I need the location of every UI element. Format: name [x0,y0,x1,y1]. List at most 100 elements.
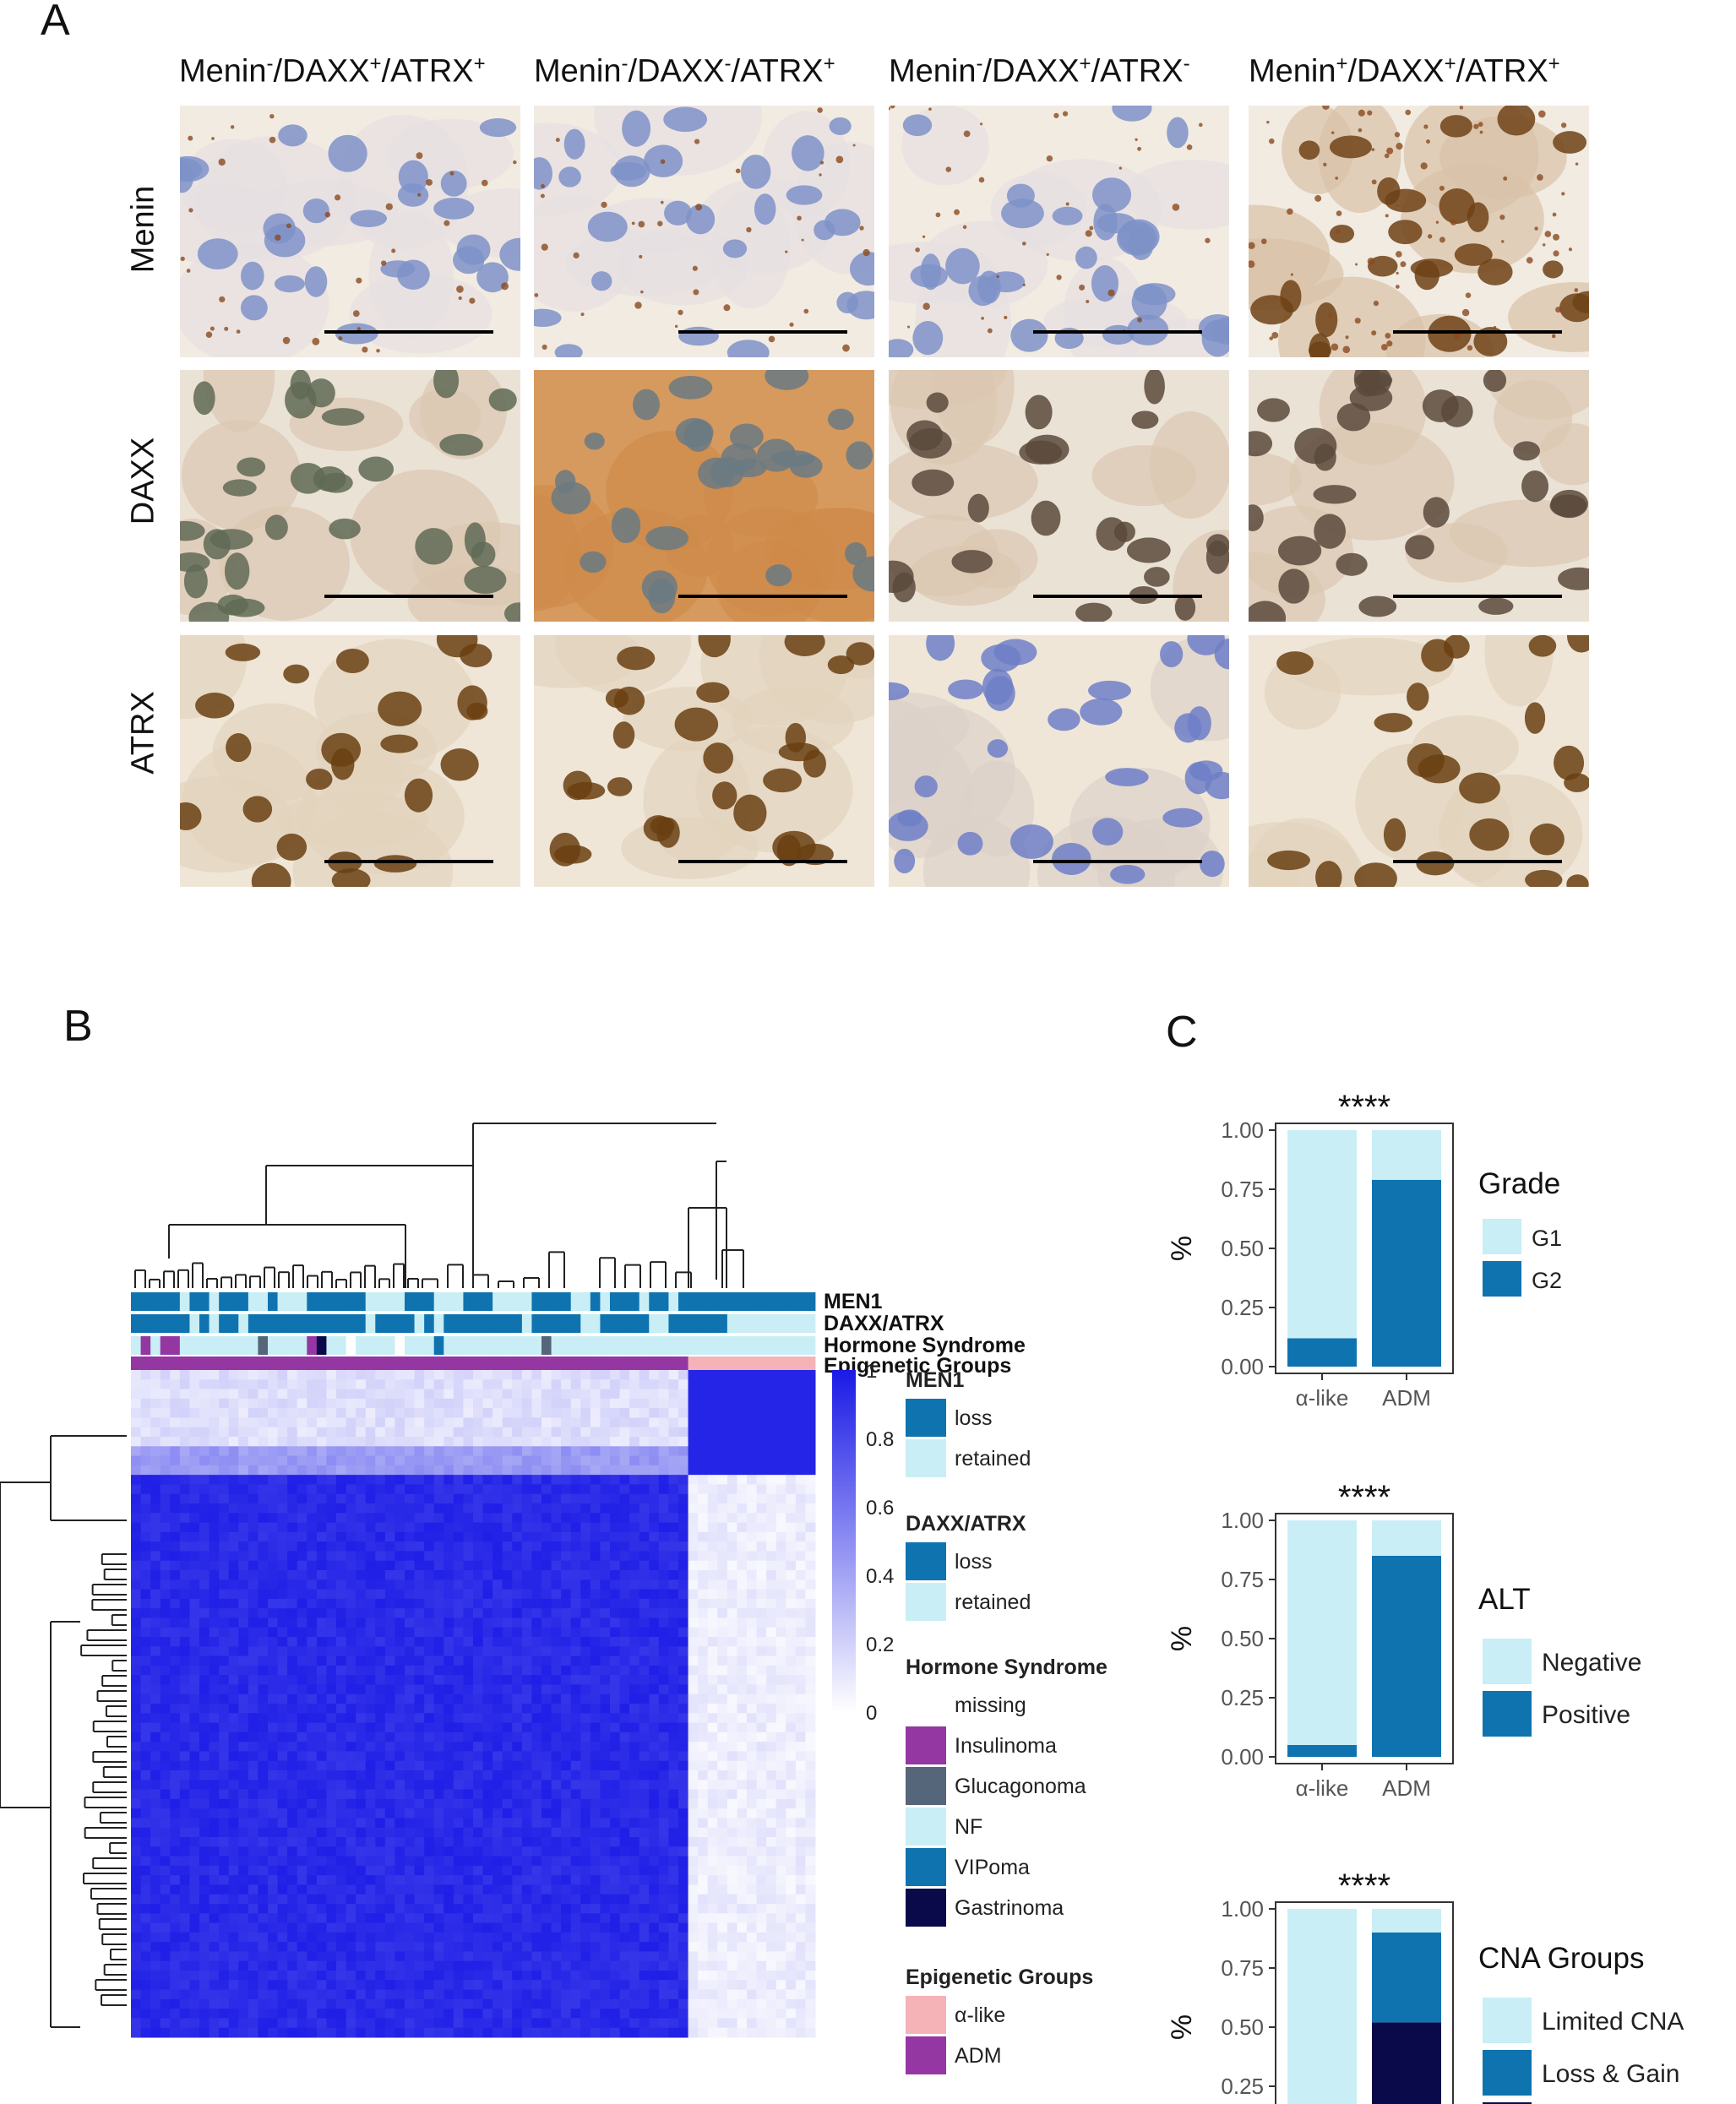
heatmap-cell [610,1951,621,1962]
heatmap-cell [668,1837,679,1847]
heatmap-cell [140,1484,151,1495]
heatmap-cell [316,1875,327,1885]
heatmap-cell [258,1694,269,1704]
heatmap-cell [189,1742,200,1752]
heatmap-cell [561,1465,572,1476]
heatmap-cell [727,1379,737,1390]
heatmap-cell [179,1989,190,2000]
heatmap-cell [707,1617,718,1628]
heatmap-cell [131,1808,142,1819]
marker-status: - [724,52,732,75]
heatmap-cell [502,1942,513,1952]
heatmap-cell [619,1655,630,1666]
heatmap-cell [150,1722,161,1733]
heatmap-cell [600,1389,611,1400]
epigenetic-cell [786,1356,797,1375]
heatmap-cell [775,1713,786,1724]
heatmap-cell [414,1570,425,1580]
heatmap-cell [463,1675,474,1685]
epigenetic-cell [140,1356,151,1375]
heatmap-cell [453,1875,464,1885]
heatmap-cell [707,1865,718,1876]
heatmap-cell [698,1617,709,1628]
heatmap-cell [493,1989,503,2000]
marker-name: DAXX [1357,53,1445,90]
heatmap-cell [737,1722,748,1733]
heatmap-cell [541,1427,552,1438]
heatmap-cell [287,1655,298,1666]
heatmap-cell [346,1455,356,1466]
heatmap-cell [649,1742,660,1752]
heatmap-cell [766,1570,777,1580]
heatmap-cell [658,1541,669,1552]
heatmap-cell [717,1627,728,1638]
heatmap-cell [678,1932,689,1943]
heatmap-cell [424,1655,435,1666]
heatmap-cell [570,1627,581,1638]
heatmap-cell [737,1551,748,1562]
heatmap-cell [786,1732,797,1742]
heatmap-cell [493,1637,503,1647]
heatmap-cell [747,1704,758,1714]
heatmap-cell [707,1427,718,1438]
heatmap-cell [805,1579,816,1590]
heatmap-cell [698,1904,709,1914]
heatmap-cell [209,1617,220,1628]
heatmap-cell [600,1493,611,1504]
heatmap-cell [658,1655,669,1666]
heatmap-cell [766,1742,777,1752]
heatmap-cell [756,1980,767,1991]
heatmap-cell [277,1904,288,1914]
heatmap-cell [405,1417,416,1428]
heatmap-cell [150,1513,161,1524]
heatmap-cell [541,1722,552,1733]
heatmap-cell [238,1389,249,1400]
heatmap-cell [668,1446,679,1457]
heatmap-cell [336,1675,347,1685]
heatmap-cell [775,1922,786,1933]
heatmap-cell [307,1484,318,1495]
heatmap-cell [248,1789,258,1800]
heatmap-cell [756,1617,767,1628]
heatmap-cell [199,1446,210,1457]
heatmap-cell [698,1465,709,1476]
heatmap-cell [189,1513,200,1524]
heatmap-cell [268,1455,279,1466]
heatmap-cell [179,1884,190,1895]
heatmap-cell [453,1732,464,1742]
heatmap-cell [375,1389,386,1400]
heatmap-cell [219,1465,230,1476]
heatmap-cell [375,1798,386,1809]
heatmap-cell [590,1637,601,1647]
men1-cell [150,1292,161,1311]
heatmap-cell [346,1875,356,1885]
heatmap-cell [316,1827,327,1838]
heatmap-cell [179,1579,190,1590]
heatmap-cell [580,1389,591,1400]
heatmap-cell [786,1541,797,1552]
heatmap-cell [131,1732,142,1742]
heatmap-cell [502,1608,513,1618]
heatmap-cell [570,1370,581,1380]
heatmap-cell [307,1951,318,1962]
heatmap-cell [228,1665,239,1676]
heatmap-cell [384,1570,395,1580]
heatmap-cell [668,1694,679,1704]
heatmap-cell [649,1637,660,1647]
heatmap-cell [170,1427,181,1438]
heatmap-cell [493,1513,503,1524]
scale-bar [1033,330,1202,334]
heatmap-cell [747,1531,758,1542]
heatmap-cell [512,1513,523,1524]
heatmap-cell [580,1608,591,1618]
hormone-cell [297,1336,307,1355]
heatmap-cell [521,1789,532,1800]
heatmap-cell [658,1446,669,1457]
heatmap-cell [756,1637,767,1647]
heatmap-cell [717,1503,728,1514]
heatmap-cell [610,1742,621,1752]
heatmap-cell [805,1808,816,1819]
heatmap-cell [356,1608,367,1618]
heatmap-cell [346,1446,356,1457]
heatmap-cell [688,1732,699,1742]
